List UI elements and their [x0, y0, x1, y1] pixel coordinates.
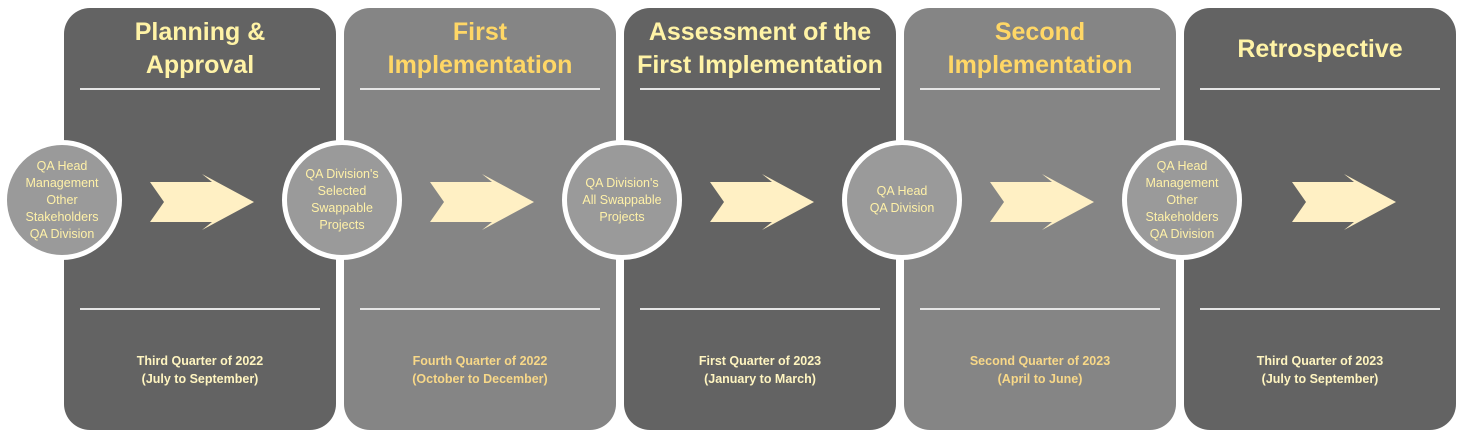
divider — [360, 308, 600, 310]
phase-date: Second Quarter of 2023 (April to June) — [969, 354, 1111, 386]
phase-title: Retrospective — [1237, 34, 1403, 63]
circle-label: QA Division's Selected Swappable Project… — [305, 167, 379, 232]
scope-circle: QA Division's Selected Swappable Project… — [282, 140, 402, 260]
right-arrow-icon — [710, 174, 814, 230]
stakeholder-circle: QA Head QA Division — [842, 140, 962, 260]
divider — [1200, 308, 1440, 310]
phase-title: Planning & Approval — [134, 18, 266, 79]
divider — [1200, 88, 1440, 90]
phase-title: Assessment of the First Implementation — [637, 18, 883, 79]
circle-label: QA Head Management Other Stakeholders QA… — [25, 158, 99, 241]
divider — [640, 308, 880, 310]
phase-date: First Quarter of 2023 (January to March) — [698, 354, 822, 386]
phase-title: Second Implementation — [947, 18, 1133, 79]
circle-label: QA Head QA Division — [869, 184, 935, 215]
stakeholder-circle: QA Head Management Other Stakeholders QA… — [1122, 140, 1242, 260]
divider — [920, 88, 1160, 90]
divider — [80, 308, 320, 310]
phase-date: Fourth Quarter of 2022 (October to Decem… — [412, 354, 548, 386]
circle-label: QA Head Management Other Stakeholders QA… — [1145, 158, 1219, 241]
right-arrow-icon — [1292, 174, 1396, 230]
phase-date: Third Quarter of 2023 (July to September… — [1256, 354, 1384, 386]
stakeholder-circle: QA Head Management Other Stakeholders QA… — [2, 140, 122, 260]
phase-date: Third Quarter of 2022 (July to September… — [136, 354, 264, 386]
right-arrow-icon — [990, 174, 1094, 230]
divider — [640, 88, 880, 90]
divider — [920, 308, 1160, 310]
circle-label: QA Division's All Swappable Projects — [582, 175, 662, 224]
divider — [360, 88, 600, 90]
scope-circle: QA Division's All Swappable Projects — [562, 140, 682, 260]
phase-title: First Implementation — [387, 18, 573, 79]
right-arrow-icon — [430, 174, 534, 230]
right-arrow-icon — [150, 174, 254, 230]
divider — [80, 88, 320, 90]
